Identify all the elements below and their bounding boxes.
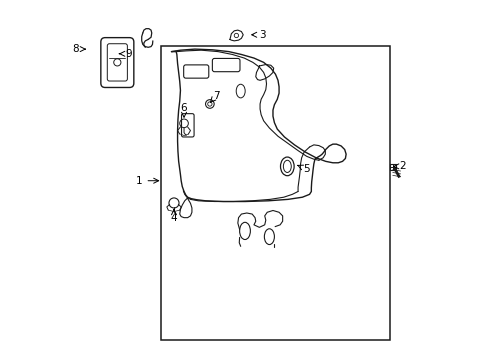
Text: 8: 8 xyxy=(73,44,85,54)
Text: 4: 4 xyxy=(171,210,177,222)
Bar xyxy=(161,45,390,339)
Text: 6: 6 xyxy=(181,103,187,117)
Text: 7: 7 xyxy=(210,91,220,103)
Text: 1: 1 xyxy=(136,176,159,186)
Text: 3: 3 xyxy=(252,30,266,40)
Text: 2: 2 xyxy=(393,161,406,171)
Text: 5: 5 xyxy=(298,164,310,174)
Text: 9: 9 xyxy=(120,49,132,59)
